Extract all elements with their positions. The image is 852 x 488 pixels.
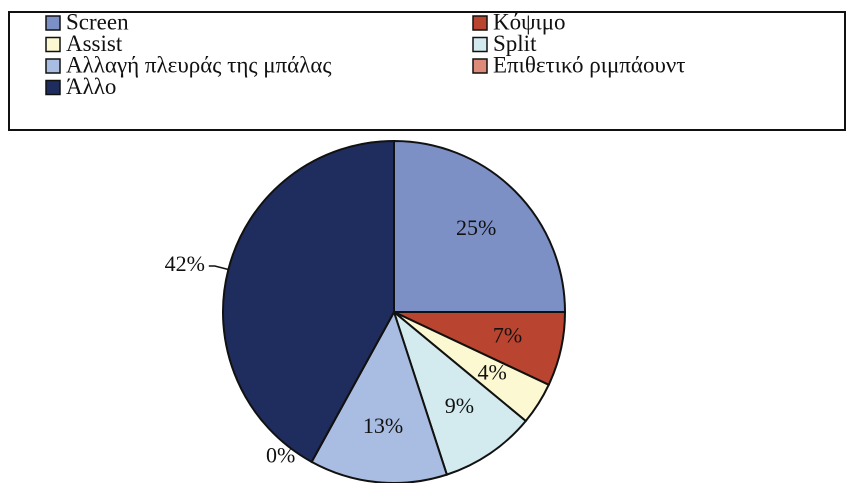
data-label: 9% xyxy=(445,393,474,418)
legend-label: Άλλο xyxy=(66,74,116,99)
legend-label: Αλλαγή πλευράς της μπάλας xyxy=(66,52,332,77)
data-label: 13% xyxy=(363,413,403,438)
legend-swatch xyxy=(45,58,61,74)
pie-slice xyxy=(310,309,449,484)
legend-swatch xyxy=(472,36,488,53)
pie-slice xyxy=(391,309,528,476)
legend-label: Split xyxy=(493,31,537,56)
legend-label: Screen xyxy=(66,9,129,34)
pie-slice xyxy=(222,139,395,464)
legend-swatch xyxy=(45,15,61,31)
data-label: 25% xyxy=(456,215,496,240)
legend-swatch xyxy=(472,15,488,31)
leader-line xyxy=(208,265,229,271)
legend-swatch xyxy=(45,36,61,53)
legend-label: Κόψιμο xyxy=(493,9,566,34)
legend-label: Επιθετικό ριμπάουντ xyxy=(493,52,685,77)
legend-box xyxy=(8,11,846,131)
data-label: 4% xyxy=(478,359,507,384)
legend-swatch xyxy=(45,79,61,96)
pie-slice xyxy=(393,139,567,313)
data-label: 42% xyxy=(165,251,205,276)
legend-swatch xyxy=(472,58,488,74)
data-label: 7% xyxy=(493,322,522,347)
legend-label: Assist xyxy=(66,31,123,56)
